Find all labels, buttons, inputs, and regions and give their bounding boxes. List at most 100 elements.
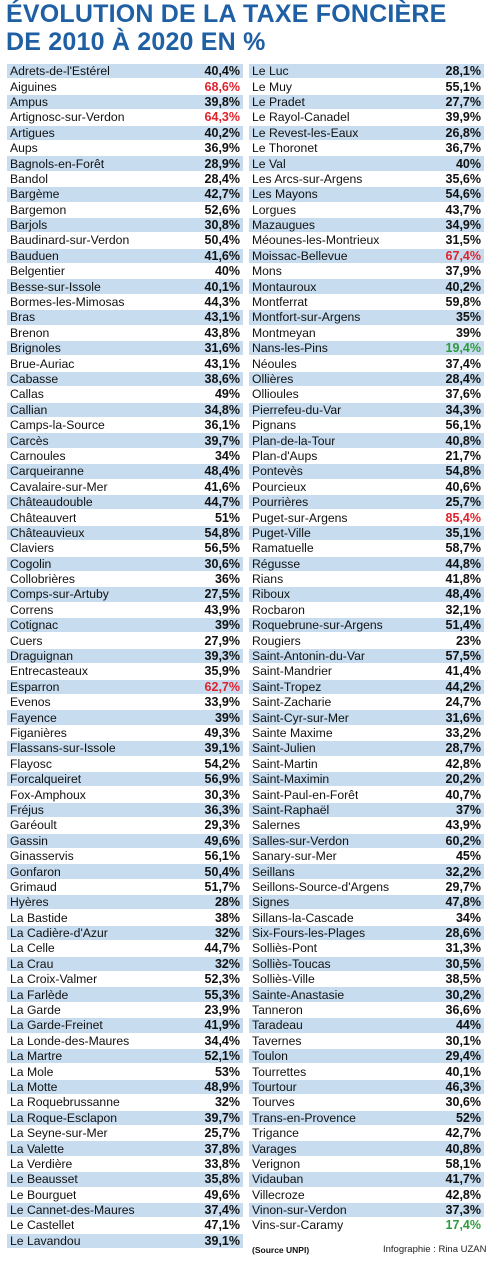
commune-name: Le Bourguet <box>10 1187 77 1202</box>
tax-change-value: 59,8% <box>445 295 481 310</box>
table-row: Châteauvieux 54,8% <box>7 525 243 542</box>
commune-name: Montauroux <box>252 279 317 294</box>
commune-name: Mazaugues <box>252 218 316 233</box>
table-row: Rougiers 23% <box>249 633 484 649</box>
table-row: Comps-sur-Artuby 27,5% <box>7 587 243 603</box>
commune-name: Méounes-les-Montrieux <box>252 233 380 248</box>
table-row: Ollières 28,4% <box>249 371 484 388</box>
commune-name: Brenon <box>10 325 50 340</box>
tax-change-value: 28,6% <box>445 926 481 941</box>
tax-change-value: 46,3% <box>445 1079 481 1094</box>
table-row: Signes 47,8% <box>249 895 484 911</box>
tax-change-value: 58,1% <box>445 1156 481 1171</box>
commune-name: La Roque-Esclapon <box>10 1110 118 1125</box>
table-row: Bauduen 41,6% <box>7 248 243 265</box>
table-row: Le Thoronet 36,7% <box>249 141 484 157</box>
tax-change-value: 37,6% <box>445 387 481 402</box>
tax-change-value: 28,9% <box>204 156 240 171</box>
table-row: Le Muy 55,1% <box>249 79 484 95</box>
table-row: Camps-la-Source 36,1% <box>7 418 243 434</box>
commune-name: Le Beausset <box>10 1172 78 1187</box>
commune-name: Bargemon <box>10 202 67 217</box>
table-row: Verignon 58,1% <box>249 1156 484 1173</box>
commune-name: La Martre <box>10 1049 63 1064</box>
table-row: Artignosc-sur-Verdon 64,3% <box>7 110 243 126</box>
tax-change-value: 34,8% <box>204 402 240 417</box>
commune-name: Le Lavandou <box>10 1233 81 1248</box>
table-row: Cotignac 39% <box>7 618 243 634</box>
table-row: Solliès-Pont 31,3% <box>249 941 484 957</box>
table-row: Esparron 62,7% <box>7 679 243 696</box>
tax-change-value: 28,7% <box>445 741 481 756</box>
tax-change-value: 57,5% <box>445 649 481 664</box>
tax-change-value: 48,4% <box>204 464 240 479</box>
table-row: La Roque-Esclapon 39,7% <box>7 1110 243 1126</box>
table-row: Pierrefeu-du-Var 34,3% <box>249 402 484 418</box>
tax-change-value: 50,4% <box>204 233 240 248</box>
table-row: Le Castellet 47,1% <box>7 1218 243 1234</box>
commune-name: Adrets-de-l'Estérel <box>10 64 110 79</box>
commune-name: Tourtour <box>252 1079 297 1094</box>
table-row: La Farlède 55,3% <box>7 987 243 1003</box>
commune-name: Verignon <box>252 1156 301 1171</box>
tax-change-value: 39,7% <box>204 1110 240 1125</box>
tax-change-value: 40% <box>214 264 240 279</box>
tax-change-value: 39% <box>214 710 240 725</box>
table-row: La Motte 48,9% <box>7 1079 243 1096</box>
commune-name: La Motte <box>10 1079 58 1094</box>
commune-name: Trans-en-Provence <box>252 1110 356 1125</box>
tax-change-value: 39,8% <box>204 94 240 109</box>
tax-change-value: 40,4% <box>204 64 240 79</box>
commune-name: Cotignac <box>10 618 59 633</box>
table-row: Baudinard-sur-Verdon 50,4% <box>7 233 243 249</box>
tax-change-value: 34,9% <box>445 218 481 233</box>
table-row: La Celle 44,7% <box>7 941 243 957</box>
table-row: Le Beausset 35,8% <box>7 1172 243 1188</box>
commune-name: Bauduen <box>10 248 59 263</box>
commune-name: Ollioules <box>252 387 299 402</box>
commune-name: Bormes-les-Mimosas <box>10 295 125 310</box>
commune-name: Riboux <box>252 587 290 602</box>
table-row: Entrecasteaux 35,9% <box>7 664 243 680</box>
tax-change-value: 44,2% <box>445 679 481 694</box>
commune-name: Gonfaron <box>10 864 61 879</box>
table-row: La Crau 32% <box>7 956 243 973</box>
commune-name: Sillans-la-Cascade <box>252 910 354 925</box>
commune-name: Cogolin <box>10 556 52 571</box>
table-row: Pignans 56,1% <box>249 418 484 434</box>
table-row: Le Luc 28,1% <box>249 64 484 80</box>
commune-name: Bras <box>10 310 36 325</box>
commune-name: Bargème <box>10 187 60 202</box>
table-row: La Cadière-d'Azur 32% <box>7 925 243 942</box>
table-row: Bandol 28,4% <box>7 172 243 188</box>
commune-name: La Croix-Valmer <box>10 972 98 987</box>
tax-change-value: 54,8% <box>445 464 481 479</box>
tax-change-value: 56,1% <box>445 418 481 433</box>
tax-change-value: 68,6% <box>204 79 240 94</box>
commune-name: Les Arcs-sur-Argens <box>252 171 363 186</box>
table-row: La Roquebrussanne 32% <box>7 1095 243 1111</box>
tax-change-value: 42,7% <box>445 1126 481 1141</box>
tax-change-value: 37,4% <box>204 1203 240 1218</box>
tax-change-value: 24,7% <box>445 695 481 710</box>
tax-change-value: 51,4% <box>445 618 481 633</box>
table-row: Le Bourguet 49,6% <box>7 1188 243 1203</box>
commune-name: Brignoles <box>10 341 61 356</box>
table-row: Varages 40,8% <box>249 1141 484 1157</box>
commune-name: Salernes <box>252 818 301 833</box>
commune-name: Puget-Ville <box>252 525 311 540</box>
commune-name: Toulon <box>252 1049 288 1064</box>
table-row: Pourcieux 40,6% <box>249 480 484 495</box>
tax-change-value: 35,6% <box>445 171 481 186</box>
tax-change-value: 25,7% <box>445 495 481 510</box>
commune-name: Pignans <box>252 418 297 433</box>
table-row: Adrets-de-l'Estérel 40,4% <box>7 64 243 80</box>
table-row: Puget-Ville 35,1% <box>249 525 484 542</box>
tax-change-value: 40,2% <box>445 279 481 294</box>
tax-change-value: 30,2% <box>445 987 481 1002</box>
tax-change-value: 38,5% <box>445 972 481 987</box>
tax-change-value: 31,6% <box>445 710 481 725</box>
tax-change-value: 49% <box>214 387 240 402</box>
tax-change-value: 67,4% <box>445 248 481 263</box>
commune-name: Draguignan <box>10 649 74 664</box>
